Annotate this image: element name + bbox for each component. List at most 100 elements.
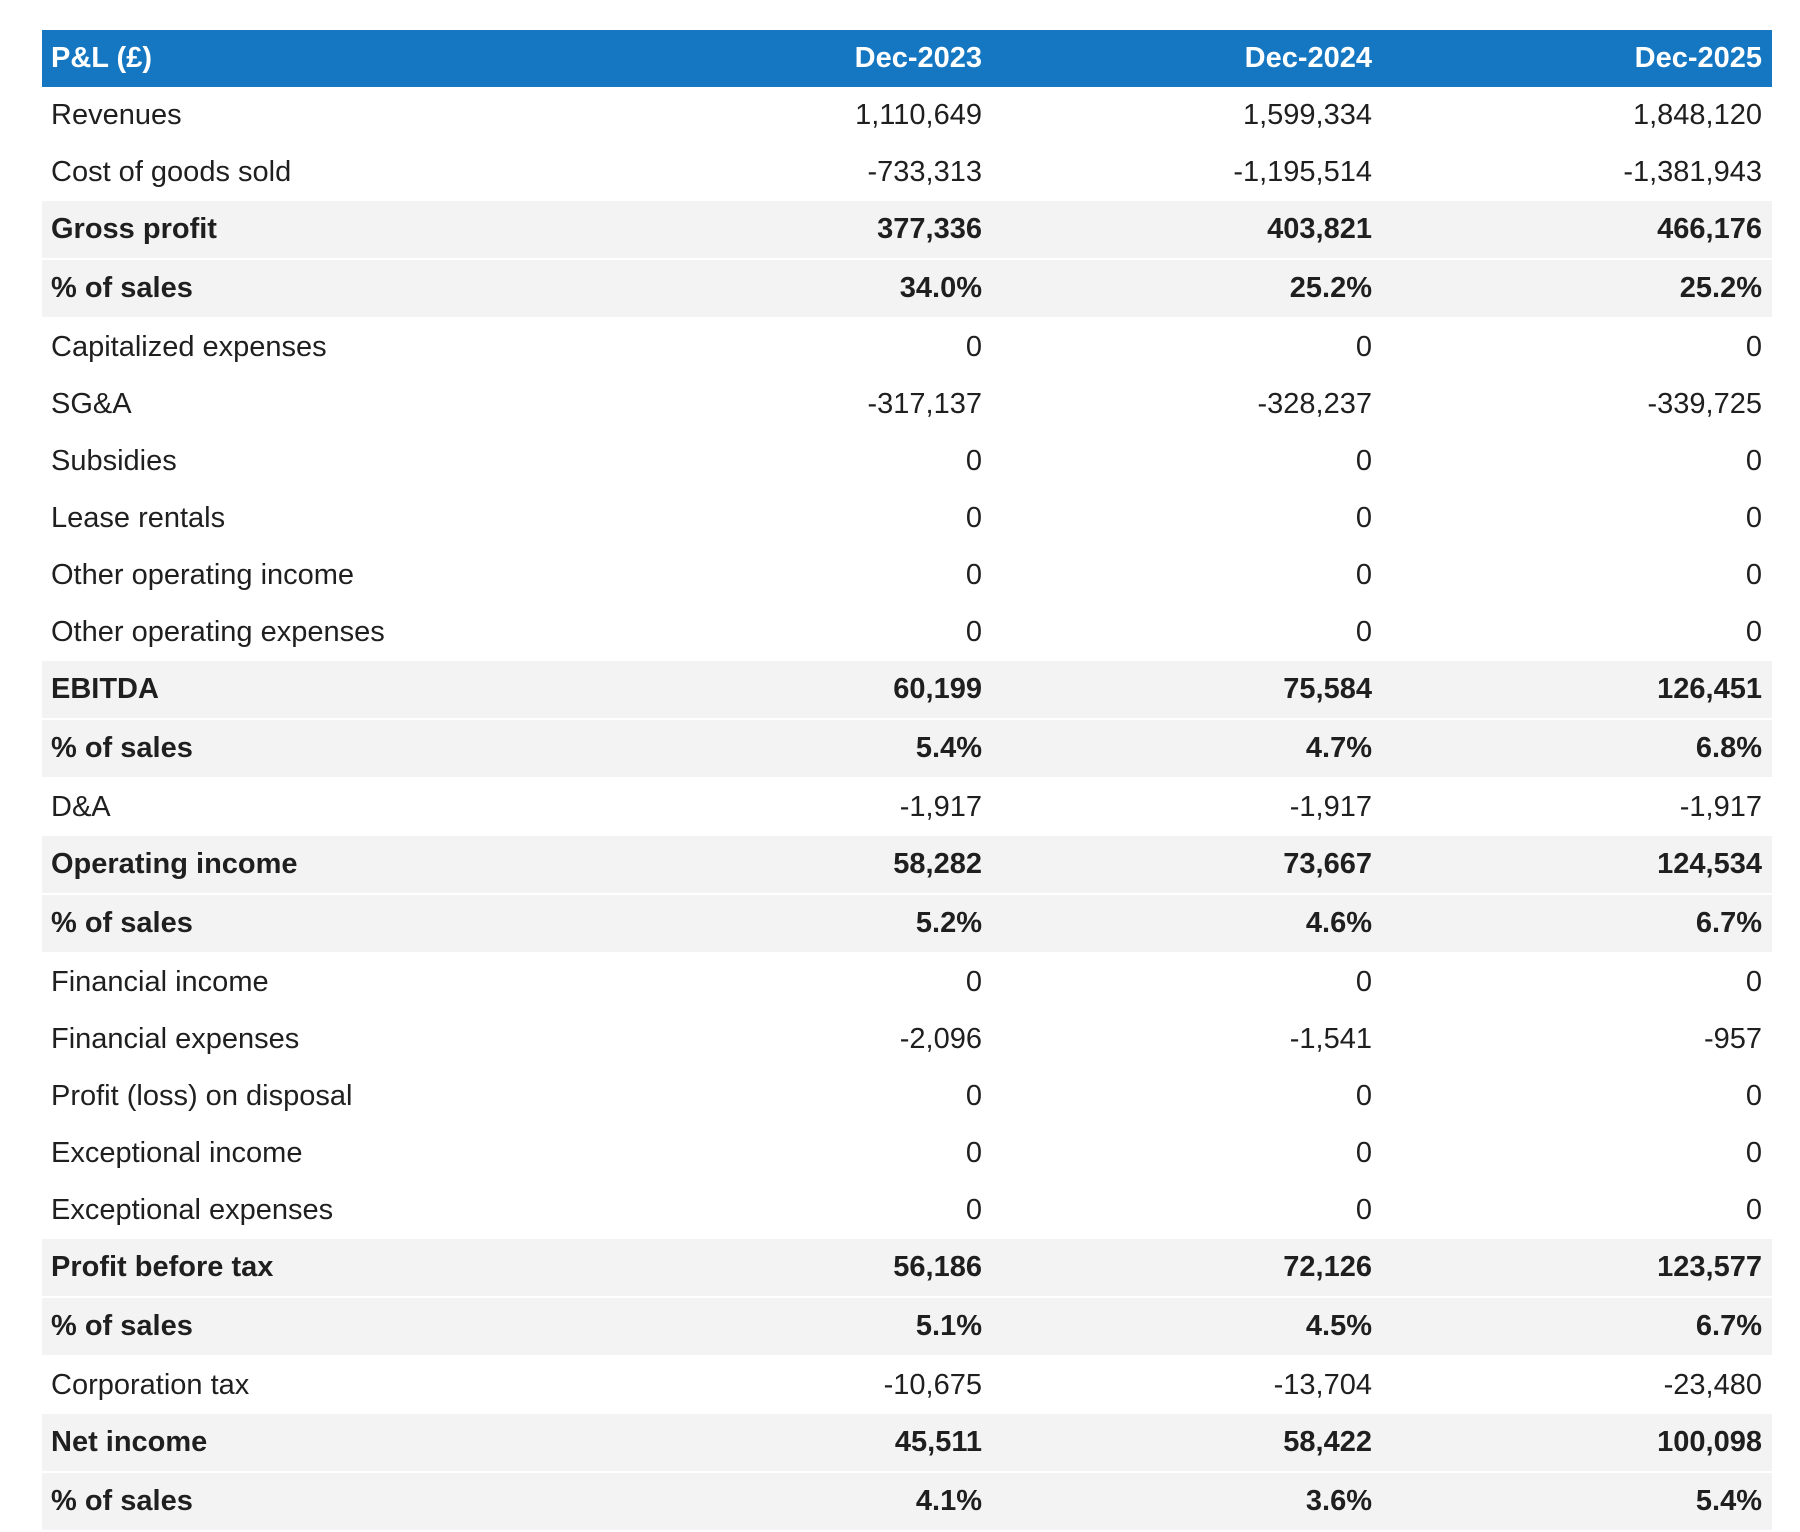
table-row: % of sales 4.1% 3.6% 5.4% bbox=[42, 1472, 1772, 1532]
table-row: Cost of goods sold -733,313 -1,195,514 -… bbox=[42, 144, 1772, 201]
table-row: Other operating expenses 0 0 0 bbox=[42, 604, 1772, 661]
cell-dec-2023: 0 bbox=[965, 1194, 982, 1226]
cell-dec-2024: 0 bbox=[1355, 445, 1372, 477]
cell-dec-2024: 72,126 bbox=[992, 1239, 1382, 1298]
cell-dec-2023: 58,282 bbox=[602, 836, 992, 895]
cell-dec-2024: -328,237 bbox=[1257, 388, 1373, 420]
cell-dec-2023: -1,917 bbox=[899, 791, 982, 823]
table-row: Revenues 1,110,649 1,599,334 1,848,120 bbox=[42, 87, 1772, 144]
header-col-dec-2025: Dec-2025 bbox=[1382, 30, 1772, 87]
cell-dec-2024: 0 bbox=[1355, 502, 1372, 534]
cell-dec-2025: 6.8% bbox=[1382, 719, 1772, 779]
table-row: % of sales 5.1% 4.5% 6.7% bbox=[42, 1297, 1772, 1357]
table-row: Financial income 0 0 0 bbox=[42, 953, 1772, 1011]
table-row: Lease rentals 0 0 0 bbox=[42, 490, 1772, 547]
cell-dec-2025: 126,451 bbox=[1382, 661, 1772, 720]
table-row: SG&A -317,137 -328,237 -339,725 bbox=[42, 376, 1772, 433]
row-label: % of sales bbox=[42, 719, 602, 779]
table-row: Profit before tax 56,186 72,126 123,577 bbox=[42, 1239, 1772, 1298]
row-label: Exceptional expenses bbox=[51, 1194, 334, 1226]
cell-dec-2024: 0 bbox=[1355, 331, 1372, 363]
cell-dec-2023: 0 bbox=[965, 331, 982, 363]
table-row: D&A -1,917 -1,917 -1,917 bbox=[42, 778, 1772, 836]
cell-dec-2025: 0 bbox=[1745, 1194, 1762, 1226]
cell-dec-2025: 123,577 bbox=[1382, 1239, 1772, 1298]
cell-dec-2023: -10,675 bbox=[883, 1369, 982, 1401]
row-label: Revenues bbox=[51, 99, 182, 131]
cell-dec-2023: 377,336 bbox=[602, 201, 992, 260]
header-pnl-title: P&L (£) bbox=[42, 30, 602, 87]
table-row: % of sales 34.0% 25.2% 25.2% bbox=[42, 259, 1772, 319]
cell-dec-2023: 1,110,649 bbox=[855, 99, 982, 131]
row-label: Profit (loss) on disposal bbox=[51, 1080, 353, 1112]
cell-dec-2023: 0 bbox=[965, 616, 982, 648]
table-row: % of sales 5.2% 4.6% 6.7% bbox=[42, 894, 1772, 954]
cell-dec-2025: 0 bbox=[1745, 1080, 1762, 1112]
cell-dec-2024: 0 bbox=[1355, 966, 1372, 998]
cell-dec-2025: 0 bbox=[1745, 1137, 1762, 1169]
cell-dec-2024: 4.5% bbox=[992, 1297, 1382, 1357]
table-row: % of sales 5.4% 4.7% 6.8% bbox=[42, 719, 1772, 779]
cell-dec-2024: -13,704 bbox=[1273, 1369, 1372, 1401]
cell-dec-2024: 1,599,334 bbox=[1242, 99, 1372, 131]
cell-dec-2023: 34.0% bbox=[602, 259, 992, 319]
cell-dec-2023: -317,137 bbox=[867, 388, 983, 420]
cell-dec-2023: 4.1% bbox=[602, 1472, 992, 1532]
table-row: Capitalized expenses 0 0 0 bbox=[42, 318, 1772, 376]
cell-dec-2025: 25.2% bbox=[1382, 259, 1772, 319]
row-label: Operating income bbox=[42, 836, 602, 895]
row-label: Subsidies bbox=[51, 445, 177, 477]
cell-dec-2025: 0 bbox=[1745, 445, 1762, 477]
cell-dec-2024: 25.2% bbox=[992, 259, 1382, 319]
cell-dec-2024: -1,541 bbox=[1289, 1023, 1372, 1055]
cell-dec-2024: 403,821 bbox=[992, 201, 1382, 260]
row-label: Net income bbox=[42, 1414, 602, 1473]
cell-dec-2023: 0 bbox=[965, 966, 982, 998]
table-row: Gross profit 377,336 403,821 466,176 bbox=[42, 201, 1772, 260]
row-label: % of sales bbox=[42, 1472, 602, 1532]
row-label: EBITDA bbox=[42, 661, 602, 720]
cell-dec-2025: 1,848,120 bbox=[1632, 99, 1762, 131]
cell-dec-2025: 100,098 bbox=[1382, 1414, 1772, 1473]
cell-dec-2023: 5.1% bbox=[602, 1297, 992, 1357]
cell-dec-2025: 6.7% bbox=[1382, 894, 1772, 954]
table-row: Other operating income 0 0 0 bbox=[42, 547, 1772, 604]
cell-dec-2025: -23,480 bbox=[1663, 1369, 1762, 1401]
cell-dec-2024: 4.7% bbox=[992, 719, 1382, 779]
cell-dec-2024: 0 bbox=[1355, 1194, 1372, 1226]
pnl-table-container: P&L (£) Dec-2023 Dec-2024 Dec-2025 Reven… bbox=[42, 30, 1772, 1532]
cell-dec-2023: 0 bbox=[965, 559, 982, 591]
table-row: Financial expenses -2,096 -1,541 -957 bbox=[42, 1011, 1772, 1068]
table-row: EBITDA 60,199 75,584 126,451 bbox=[42, 661, 1772, 720]
cell-dec-2024: -1,195,514 bbox=[1233, 156, 1372, 188]
cell-dec-2023: 0 bbox=[965, 1080, 982, 1112]
row-label: D&A bbox=[51, 791, 111, 823]
cell-dec-2025: 0 bbox=[1745, 616, 1762, 648]
header-col-dec-2023: Dec-2023 bbox=[602, 30, 992, 87]
table-row: Net income 45,511 58,422 100,098 bbox=[42, 1414, 1772, 1473]
cell-dec-2023: 5.2% bbox=[602, 894, 992, 954]
cell-dec-2025: 6.7% bbox=[1382, 1297, 1772, 1357]
cell-dec-2025: 0 bbox=[1745, 559, 1762, 591]
cell-dec-2024: 73,667 bbox=[992, 836, 1382, 895]
row-label: Other operating expenses bbox=[51, 616, 385, 648]
table-row: Exceptional expenses 0 0 0 bbox=[42, 1182, 1772, 1239]
row-label: % of sales bbox=[42, 259, 602, 319]
cell-dec-2024: 0 bbox=[1355, 616, 1372, 648]
row-label: Financial expenses bbox=[51, 1023, 300, 1055]
cell-dec-2023: -2,096 bbox=[899, 1023, 982, 1055]
table-row: Exceptional income 0 0 0 bbox=[42, 1125, 1772, 1182]
cell-dec-2025: 0 bbox=[1745, 331, 1762, 363]
cell-dec-2025: 0 bbox=[1745, 502, 1762, 534]
cell-dec-2023: 0 bbox=[965, 1137, 982, 1169]
cell-dec-2024: 75,584 bbox=[992, 661, 1382, 720]
cell-dec-2023: 5.4% bbox=[602, 719, 992, 779]
cell-dec-2024: 0 bbox=[1355, 559, 1372, 591]
row-label: Gross profit bbox=[42, 201, 602, 260]
cell-dec-2024: 0 bbox=[1355, 1137, 1372, 1169]
table-row: Corporation tax -10,675 -13,704 -23,480 bbox=[42, 1356, 1772, 1414]
cell-dec-2025: -957 bbox=[1703, 1023, 1762, 1055]
table-row: Profit (loss) on disposal 0 0 0 bbox=[42, 1068, 1772, 1125]
row-label: % of sales bbox=[42, 1297, 602, 1357]
pnl-table: P&L (£) Dec-2023 Dec-2024 Dec-2025 Reven… bbox=[42, 30, 1772, 1532]
